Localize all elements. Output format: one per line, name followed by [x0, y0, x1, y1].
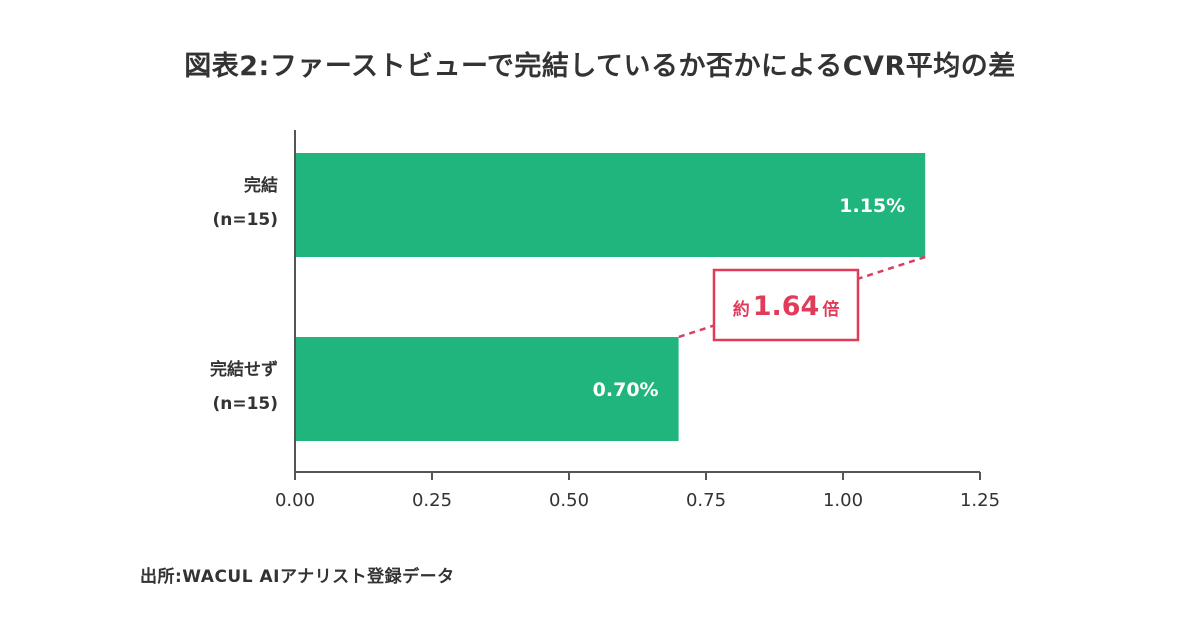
ratio-value: 1.64 [753, 291, 820, 322]
x-tick-label: 1.00 [823, 490, 863, 511]
ratio-prefix: 約 [733, 299, 750, 320]
bar-value-label: 0.70% [593, 379, 659, 401]
bar-value-label: 1.15% [839, 195, 905, 217]
category-sample-size: (n=15) [212, 210, 278, 230]
ratio-suffix: 倍 [822, 299, 839, 320]
category-label: 完結せず [210, 359, 278, 380]
x-tick-label: 1.25 [960, 490, 1000, 511]
bar [295, 337, 679, 441]
x-tick-label: 0.50 [549, 490, 589, 511]
source-note: 出所:WACUL AIアナリスト登録データ [140, 567, 455, 587]
x-tick-label: 0.00 [275, 490, 315, 511]
category-label: 完結 [244, 175, 278, 196]
chart-title: 図表2:ファーストビューで完結しているか否かによるCVR平均の差 [184, 51, 1016, 82]
bar [295, 153, 926, 257]
ratio-annotation-label: 約 1.64 倍 [733, 291, 840, 322]
x-tick-label: 0.75 [686, 490, 726, 511]
x-tick-label: 0.25 [412, 490, 452, 511]
category-sample-size: (n=15) [212, 394, 278, 414]
ratio-annotation-box [712, 268, 860, 342]
